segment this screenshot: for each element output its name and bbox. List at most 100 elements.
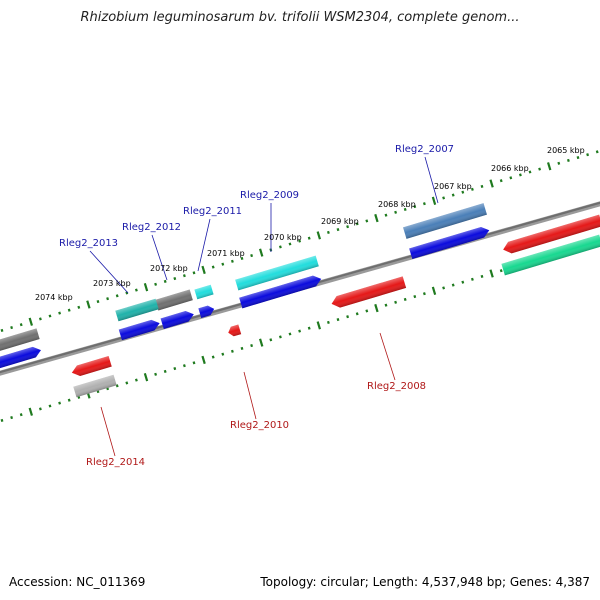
gene-feature-blue-2012[interactable] <box>160 309 196 330</box>
gene-feature-outer-cyan[interactable] <box>235 255 319 291</box>
minor-tick <box>0 328 4 332</box>
minor-tick <box>38 407 42 411</box>
gene-feature-blue-2009[interactable] <box>239 274 323 309</box>
accession-text: Accession: NC_011369 <box>9 575 146 589</box>
minor-tick <box>470 277 474 281</box>
minor-tick <box>326 320 330 325</box>
minor-tick <box>403 207 407 212</box>
minor-tick <box>230 349 234 353</box>
minor-tick <box>586 153 590 157</box>
minor-tick <box>499 179 503 183</box>
minor-tick <box>154 372 158 376</box>
genome-summary-text: Topology: circular; Length: 4,537,948 bp… <box>260 575 590 589</box>
minor-tick <box>250 253 254 258</box>
minor-tick <box>96 300 100 304</box>
minor-tick <box>518 173 522 177</box>
gene-label-rleg2_2014[interactable]: Rleg2_2014 <box>86 457 145 468</box>
minor-tick <box>19 413 23 417</box>
gene-label-rleg2_2013[interactable]: Rleg2_2013 <box>59 238 118 249</box>
minor-tick <box>451 193 455 197</box>
gene-feature-red-2008[interactable] <box>330 276 407 309</box>
minor-tick <box>346 225 350 229</box>
minor-tick <box>403 297 407 302</box>
gene-label-rleg2_2012[interactable]: Rleg2_2012 <box>122 222 181 233</box>
gene-feature-red-2014[interactable] <box>70 355 112 378</box>
major-tick <box>374 213 379 223</box>
label-leader-line <box>379 332 396 381</box>
gene-label-rleg2_2009[interactable]: Rleg2_2009 <box>240 190 299 201</box>
label-leader-line <box>424 156 439 204</box>
major-tick <box>143 283 149 292</box>
minor-tick <box>346 315 350 319</box>
gene-feature-blue-2011[interactable] <box>198 304 215 318</box>
minor-tick <box>163 369 167 374</box>
minor-tick <box>221 262 225 266</box>
gene-label-rleg2_2008[interactable]: Rleg2_2008 <box>367 381 426 392</box>
gene-label-rleg2_2011[interactable]: Rleg2_2011 <box>183 206 242 217</box>
minor-tick <box>461 280 465 284</box>
minor-tick <box>413 204 417 209</box>
gene-feature-green-right[interactable] <box>501 234 600 276</box>
minor-tick <box>106 297 110 301</box>
minor-tick <box>442 196 446 200</box>
tick-label: 2069 kbp <box>321 217 359 226</box>
minor-tick <box>394 210 398 214</box>
minor-tick <box>134 288 138 292</box>
minor-tick <box>355 312 359 316</box>
minor-tick <box>461 190 465 194</box>
minor-tick <box>480 274 484 278</box>
minor-tick <box>182 274 186 278</box>
minor-tick <box>67 398 71 402</box>
minor-tick <box>307 326 311 330</box>
minor-tick <box>125 381 129 385</box>
minor-tick <box>10 415 14 420</box>
tick-label: 2071 kbp <box>207 249 245 258</box>
minor-tick <box>336 228 340 232</box>
gene-label-rleg2_2010[interactable]: Rleg2_2010 <box>230 420 289 431</box>
tick-label: 2073 kbp <box>93 279 131 288</box>
minor-tick <box>384 303 388 307</box>
minor-tick <box>163 279 167 284</box>
label-leader-line <box>151 234 168 281</box>
minor-tick <box>576 156 580 160</box>
tick-track-outer <box>0 150 599 332</box>
minor-tick <box>480 184 484 188</box>
minor-tick <box>250 343 254 348</box>
minor-tick <box>557 161 561 165</box>
minor-tick <box>307 236 311 240</box>
minor-tick <box>336 318 340 322</box>
gene-feature-outer-gray-left[interactable] <box>0 328 40 352</box>
gene-feature-gray-2014[interactable] <box>73 374 117 398</box>
tick-label: 2070 kbp <box>264 233 302 242</box>
major-tick <box>86 300 91 309</box>
minor-tick <box>134 378 138 382</box>
tick-label: 2074 kbp <box>35 293 73 302</box>
gene-feature-outer-gray[interactable] <box>155 289 193 311</box>
minor-tick <box>298 329 302 333</box>
minor-tick <box>221 352 225 356</box>
gene-feature-blue-2013[interactable] <box>118 318 161 341</box>
gene-feature-blue-2007[interactable] <box>409 225 491 260</box>
major-tick <box>201 355 206 365</box>
gene-feature-outer-cyan-small[interactable] <box>194 284 214 300</box>
minor-tick <box>115 384 119 388</box>
gene-feature-blue-left[interactable] <box>0 345 43 370</box>
gene-feature-outer-steelblue[interactable] <box>403 203 487 239</box>
minor-tick <box>173 276 177 281</box>
major-tick <box>374 303 379 313</box>
gene-feature-red-right[interactable] <box>501 214 600 256</box>
minor-tick <box>288 242 292 246</box>
major-tick <box>546 162 552 171</box>
label-layer: 2065 kbp 2066 kbp 2067 kbp 2068 kbp 2069 kbp… <box>35 144 585 468</box>
minor-tick <box>240 346 244 350</box>
minor-tick <box>538 167 542 171</box>
gene-feature-outer-teal[interactable] <box>115 298 159 322</box>
minor-tick <box>278 245 282 249</box>
minor-tick <box>355 222 359 226</box>
minor-tick <box>278 335 282 339</box>
minor-tick <box>48 404 52 408</box>
minor-tick <box>173 366 177 371</box>
gene-feature-red-2010[interactable] <box>227 324 242 337</box>
gene-label-rleg2_2007[interactable]: Rleg2_2007 <box>395 144 454 155</box>
